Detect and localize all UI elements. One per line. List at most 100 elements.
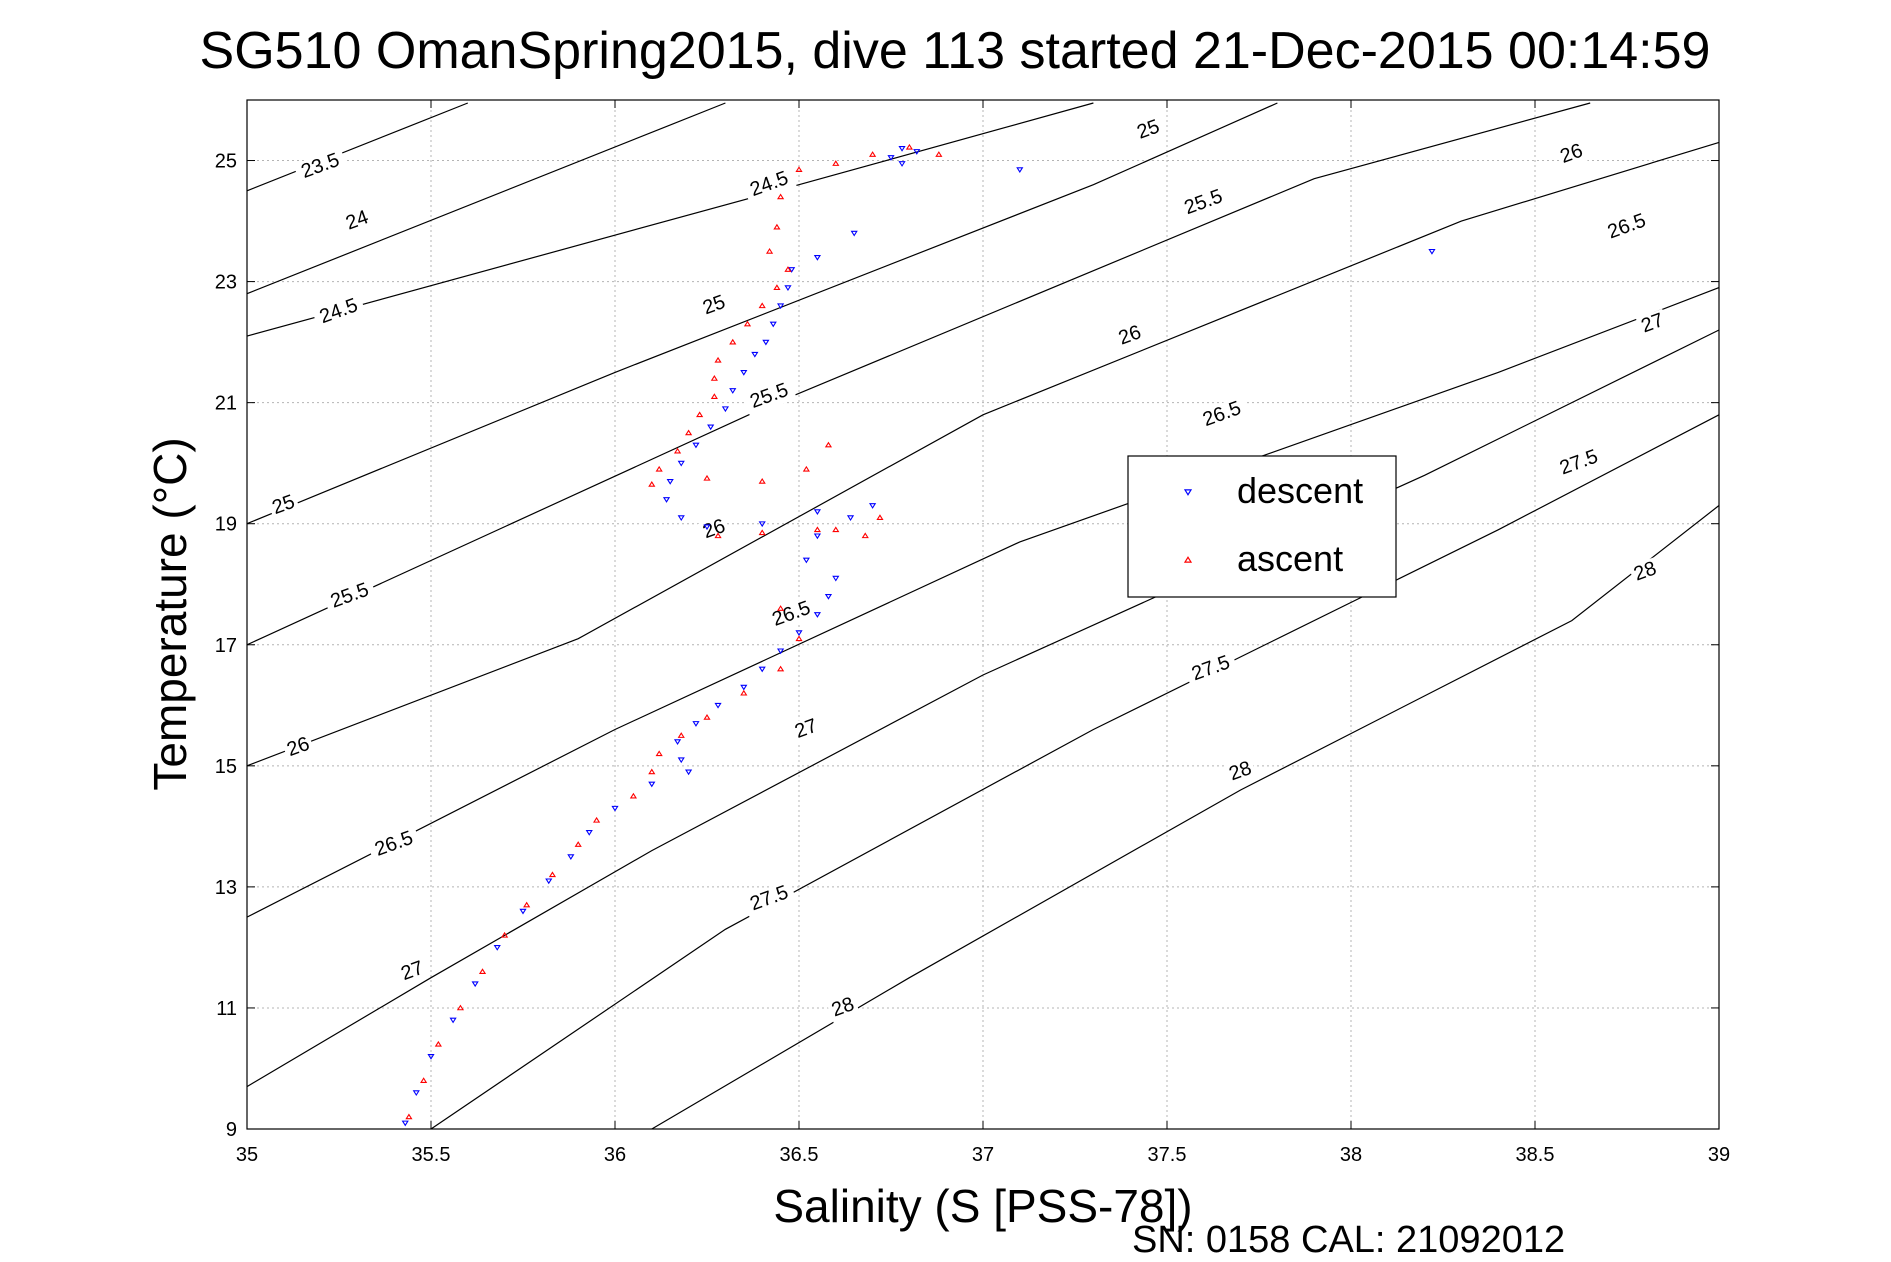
x-tick-label: 39 xyxy=(1708,1144,1730,1166)
density-contour-label-bg xyxy=(1551,444,1607,483)
data-point-descent xyxy=(913,149,921,155)
data-point-ascent xyxy=(685,429,693,436)
density-contour-label-bg xyxy=(293,147,348,186)
density-contour-line xyxy=(651,505,1720,1130)
data-point-descent xyxy=(611,805,619,812)
data-point-descent xyxy=(850,230,858,237)
data-point-descent xyxy=(685,769,693,776)
y-tick-label: 13 xyxy=(215,877,237,899)
data-point-ascent xyxy=(795,635,803,642)
density-contour-label-bg xyxy=(366,825,422,864)
data-point-ascent xyxy=(574,841,582,847)
axis-ticks: 35 35.5 36 36.5 37 37.5 38 38.5 3991113151719212… xyxy=(215,100,1730,1166)
density-contour-label-bg xyxy=(1635,308,1670,340)
density-contour-label-bg xyxy=(764,595,819,634)
data-point-descent xyxy=(519,908,527,915)
y-tick-label: 23 xyxy=(215,272,237,294)
data-point-descent xyxy=(777,303,785,310)
y-tick-label: 25 xyxy=(215,151,237,173)
y-tick-label: 17 xyxy=(215,635,237,657)
y-tick-label: 21 xyxy=(215,393,237,415)
density-contour-label-bg xyxy=(340,205,375,237)
data-point-ascent xyxy=(743,320,752,327)
density-contour-label-bg xyxy=(311,292,367,331)
grid-lines xyxy=(247,100,1719,1129)
data-point-descent xyxy=(769,321,777,328)
data-point-ascent xyxy=(824,441,833,448)
x-tick-label: 35 xyxy=(236,1144,258,1166)
density-contour-line xyxy=(246,102,1278,525)
data-point-ascent xyxy=(773,284,781,291)
data-point-ascent xyxy=(548,871,557,878)
density-contour-label-bg xyxy=(697,514,732,545)
density-contour-label-bg xyxy=(1599,208,1655,246)
data-point-ascent xyxy=(593,816,601,823)
data-point-descent xyxy=(662,497,671,503)
data-point-descent xyxy=(721,406,729,413)
data-point-ascent xyxy=(729,338,737,345)
data-point-ascent xyxy=(710,393,718,399)
density-contour-line xyxy=(246,102,726,295)
data-point-descent xyxy=(802,557,810,564)
data-point-descent xyxy=(758,666,766,673)
data-point-ascent xyxy=(765,247,774,254)
density-contour-line xyxy=(246,287,1720,918)
data-point-ascent xyxy=(758,302,766,309)
data-point-descent xyxy=(567,854,575,860)
data-point-ascent xyxy=(773,223,781,230)
data-point-descent xyxy=(1428,248,1436,255)
density-contour-label-bg xyxy=(789,714,824,745)
legend-box xyxy=(1127,455,1397,598)
x-tick-label: 36 xyxy=(604,1144,626,1166)
density-contour-line xyxy=(246,102,1591,646)
data-point-descent xyxy=(729,388,737,394)
data-point-ascent xyxy=(832,160,840,166)
data-point-descent xyxy=(813,255,821,261)
data-point-descent xyxy=(832,575,840,582)
data-point-ascent xyxy=(740,689,748,696)
data-point-ascent xyxy=(655,465,663,472)
legend-label-ascent: ascent xyxy=(1237,538,1343,579)
density-contour-label-bg xyxy=(826,992,861,1024)
data-point-descent xyxy=(677,757,685,764)
y-tick-label: 19 xyxy=(215,514,237,536)
plot-area: 23.52424.524.525252525.525.525.526262626… xyxy=(215,99,1730,1166)
data-point-ascent xyxy=(696,411,704,418)
data-point-descent xyxy=(673,739,682,745)
data-point-ascent xyxy=(523,901,531,908)
data-point-ascent xyxy=(456,1004,465,1011)
data-point-ascent xyxy=(655,750,663,757)
data-point-descent xyxy=(677,460,685,467)
data-point-descent xyxy=(813,533,821,540)
chart-title: SG510 OmanSpring2015, dive 113 started 2… xyxy=(200,22,1711,80)
data-series xyxy=(401,143,1436,1127)
data-point-descent xyxy=(493,945,501,951)
x-tick-label: 35.5 xyxy=(412,1144,451,1166)
density-contour-label-bg xyxy=(742,880,797,918)
data-point-ascent xyxy=(905,143,913,150)
data-point-descent xyxy=(545,878,553,885)
data-point-descent xyxy=(740,370,748,376)
data-point-ascent xyxy=(420,1077,428,1083)
data-point-descent xyxy=(471,981,479,988)
data-point-ascent xyxy=(777,665,785,672)
density-contour-label-bg xyxy=(281,732,316,763)
data-point-ascent xyxy=(478,968,487,974)
data-point-descent xyxy=(788,267,796,273)
density-contour-label-bg xyxy=(1628,557,1663,588)
data-point-descent xyxy=(412,1090,420,1097)
data-point-ascent xyxy=(677,732,685,738)
density-contour-label-bg xyxy=(1194,395,1250,434)
data-point-descent xyxy=(666,478,674,485)
data-point-ascent xyxy=(777,605,785,611)
legend: descent ascent xyxy=(1127,455,1397,598)
data-point-ascent xyxy=(758,477,766,484)
series-ascent xyxy=(405,143,943,1120)
data-point-ascent xyxy=(795,166,803,172)
data-point-ascent xyxy=(648,480,656,487)
data-point-ascent xyxy=(714,356,722,363)
legend-label-descent: descent xyxy=(1237,470,1363,511)
data-point-descent xyxy=(449,1017,457,1024)
data-point-descent xyxy=(707,424,715,431)
data-point-ascent xyxy=(434,1040,442,1047)
